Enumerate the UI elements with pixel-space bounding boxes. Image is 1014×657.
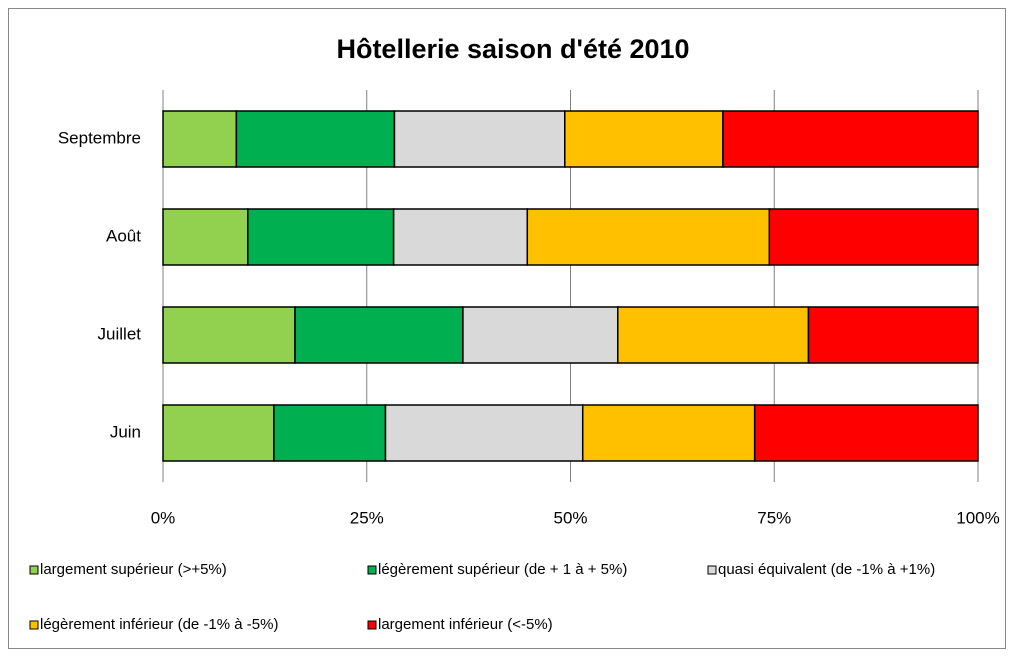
- legend-swatch: [29, 565, 39, 575]
- chart-title: Hôtellerie saison d'été 2010: [336, 34, 689, 64]
- bar-segment: [393, 110, 566, 168]
- legend-label: légèrement inférieur (de -1% à -5%): [40, 616, 278, 633]
- x-tick-label: 0%: [151, 508, 176, 527]
- legend-swatch: [707, 565, 717, 575]
- bar-segment: [564, 110, 724, 168]
- bar-segment: [384, 404, 584, 462]
- bar-segment: [526, 208, 771, 266]
- x-tick-label: 100%: [956, 508, 999, 527]
- bar-segment: [162, 208, 249, 266]
- bar-segment: [768, 208, 979, 266]
- bar-segment: [581, 404, 756, 462]
- legend-swatch: [29, 620, 39, 630]
- legend-swatch: [367, 565, 377, 575]
- legend-swatch: [367, 620, 377, 630]
- y-tick-label: Juin: [110, 422, 141, 441]
- bar-segment: [273, 404, 387, 462]
- bar-segment: [462, 306, 619, 364]
- y-tick-label: Juillet: [98, 324, 142, 343]
- legend-label: légèrement supérieur (de + 1 à + 5%): [378, 561, 627, 578]
- bar-segment: [722, 110, 979, 168]
- bar-segment: [392, 208, 529, 266]
- bar-segment: [162, 404, 275, 462]
- bar-segment: [235, 110, 396, 168]
- legend-label: quasi équivalent (de -1% à +1%): [718, 561, 935, 578]
- legend-label: largement supérieur (>+5%): [40, 561, 227, 578]
- bar-segment: [807, 306, 979, 364]
- y-tick-label: Août: [106, 226, 141, 245]
- bar-segment: [294, 306, 464, 364]
- legend-label: largement inférieur (<-5%): [378, 616, 553, 633]
- y-tick-label: Septembre: [58, 128, 141, 147]
- bar-segment: [162, 306, 296, 364]
- x-tick-label: 50%: [553, 508, 587, 527]
- x-tick-label: 25%: [350, 508, 384, 527]
- bar-segment: [753, 404, 979, 462]
- bar-segment: [617, 306, 810, 364]
- bar-segment: [247, 208, 395, 266]
- x-tick-label: 75%: [757, 508, 791, 527]
- bar-segment: [162, 110, 238, 168]
